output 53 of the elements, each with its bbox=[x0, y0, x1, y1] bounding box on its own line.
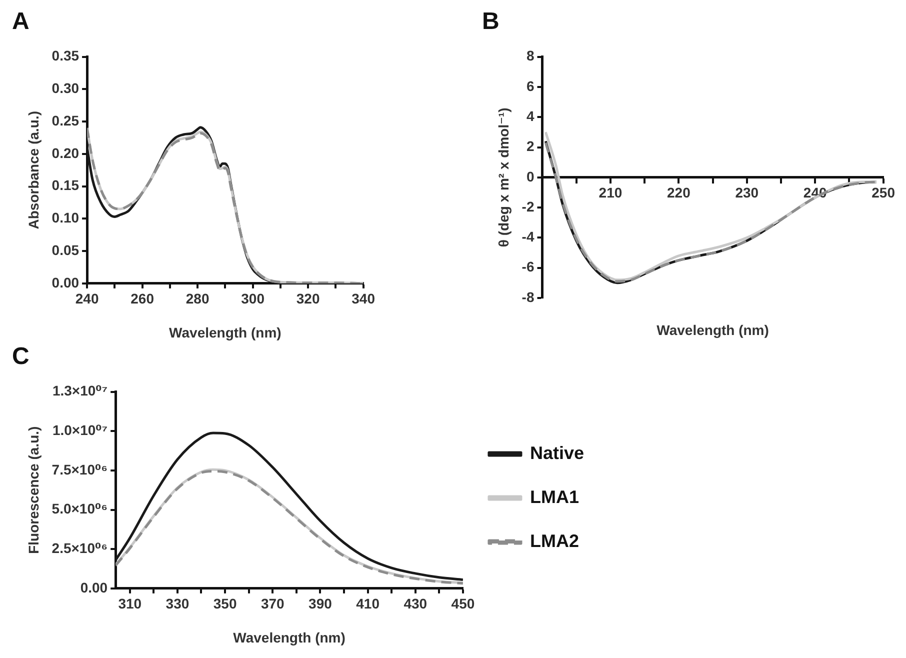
y-axis-title: Absorbance (a.u.) bbox=[25, 110, 42, 230]
x-tick-label: 410 bbox=[356, 596, 380, 612]
y-tick-label: 8 bbox=[526, 48, 534, 64]
y-tick-label: 7.5×10⁰⁶ bbox=[52, 461, 108, 478]
x-tick-label: 230 bbox=[735, 184, 759, 201]
x-tick-label: 450 bbox=[451, 596, 475, 612]
chart-title: A bbox=[12, 8, 30, 36]
x-tick-label: 430 bbox=[404, 596, 428, 612]
x-tick-label: 370 bbox=[260, 596, 285, 612]
y-tick-label: 5.0×10⁰⁶ bbox=[52, 500, 108, 517]
y-tick-label: 0.15 bbox=[52, 177, 80, 194]
chart-title: B bbox=[482, 8, 500, 36]
y-tick-label: 6 bbox=[526, 78, 534, 94]
y-tick-label: 1.3×10⁰⁷ bbox=[52, 382, 108, 399]
x-tick-label: 260 bbox=[130, 290, 154, 307]
x-axis-title: Wavelength (nm) bbox=[169, 324, 282, 340]
x-axis-title: Wavelength (nm) bbox=[233, 629, 346, 646]
legend-label: LMA2 bbox=[530, 530, 579, 551]
y-tick-label: 0.25 bbox=[52, 112, 80, 128]
y-tick-label: -8 bbox=[522, 288, 534, 305]
y-tick-label: -2 bbox=[522, 198, 534, 214]
y-tick-label: 0.35 bbox=[52, 48, 80, 64]
y-axis-title: Fluorescence (a.u.) bbox=[25, 426, 42, 554]
x-tick-label: 280 bbox=[186, 290, 210, 307]
x-tick-label: 220 bbox=[667, 184, 691, 201]
y-tick-label: 0.30 bbox=[52, 80, 80, 96]
y-tick-label: 4 bbox=[526, 108, 534, 124]
y-tick-label: 0.00 bbox=[80, 579, 108, 596]
legend-label: LMA1 bbox=[530, 486, 579, 507]
x-tick-label: 310 bbox=[118, 596, 142, 612]
x-tick-label: 240 bbox=[75, 290, 99, 307]
y-tick-label: 2 bbox=[526, 138, 534, 154]
y-tick-label: 1.0×10⁰⁷ bbox=[52, 422, 108, 438]
y-tick-label: 0 bbox=[526, 168, 534, 184]
y-tick-label: 0.00 bbox=[52, 274, 80, 290]
legend-label: Native bbox=[530, 442, 584, 463]
x-tick-label: 330 bbox=[166, 596, 190, 612]
x-tick-label: 390 bbox=[308, 596, 332, 612]
x-tick-label: 350 bbox=[213, 596, 237, 612]
x-axis-title: Wavelength (nm) bbox=[656, 322, 769, 338]
y-tick-label: 0.10 bbox=[52, 210, 80, 226]
y-tick-label: 0.05 bbox=[52, 242, 80, 258]
y-tick-label: 0.20 bbox=[52, 144, 80, 161]
x-tick-label: 320 bbox=[296, 290, 320, 307]
chart-title: C bbox=[12, 343, 30, 370]
x-tick-label: 210 bbox=[598, 184, 622, 201]
y-axis-title: θ (deg x m² x dmol⁻¹) bbox=[495, 108, 512, 248]
x-tick-label: 250 bbox=[872, 184, 896, 201]
y-tick-label: -4 bbox=[522, 228, 534, 245]
x-tick-label: 300 bbox=[241, 290, 265, 307]
y-tick-label: -6 bbox=[522, 258, 534, 275]
y-tick-label: 2.5×10⁰⁶ bbox=[52, 540, 108, 556]
x-tick-label: 340 bbox=[352, 290, 376, 307]
